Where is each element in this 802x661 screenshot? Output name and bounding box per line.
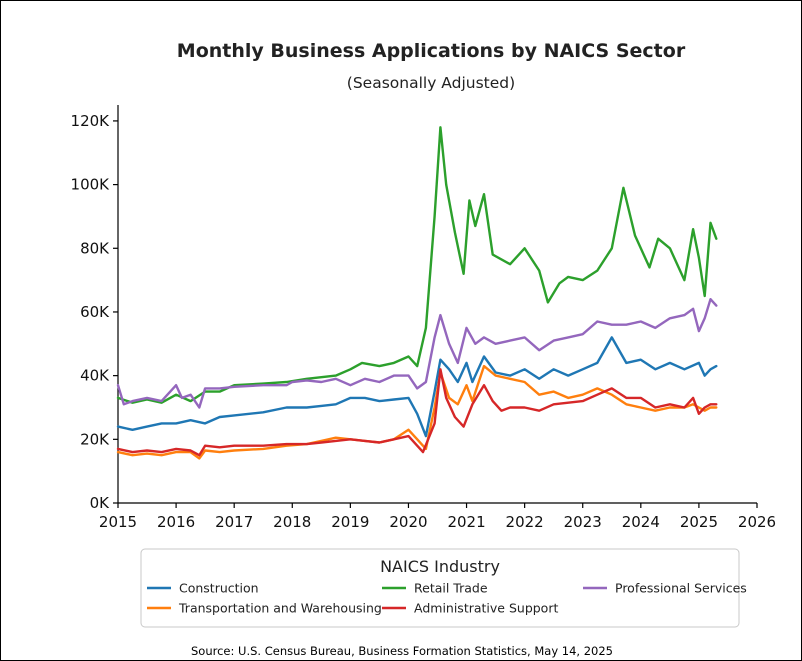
chart-title: Monthly Business Applications by NAICS S… (177, 40, 686, 62)
legend-title: NAICS Industry (380, 557, 500, 576)
x-tick-label: 2022 (506, 513, 544, 531)
series-line-professional-services (116, 298, 718, 409)
x-tick-label: 2017 (215, 513, 253, 531)
x-tick-label: 2019 (331, 513, 369, 531)
series-line-construction (116, 336, 718, 438)
series-line-retail-trade (116, 126, 718, 404)
legend-label-construction: Construction (179, 581, 259, 596)
legend-items: Construction Retail Trade Professional Ser… (147, 581, 747, 616)
series-line-administrative-support (116, 368, 718, 457)
y-tick-label: 20K (80, 430, 110, 448)
legend-label-professional-services: Professional Services (615, 581, 747, 596)
x-tick-label: 2015 (99, 513, 137, 531)
x-tick-label: 2021 (447, 513, 485, 531)
x-tick-label: 2025 (680, 513, 718, 531)
x-tick-label: 2018 (273, 513, 311, 531)
series-lines (116, 126, 718, 460)
legend: NAICS Industry Construction Retail Trade P… (140, 548, 747, 628)
legend-label-transportation-and-warehousing: Transportation and Warehousing (178, 601, 382, 616)
x-tick-label: 2016 (157, 513, 195, 531)
y-tick-label: 0K (90, 494, 111, 512)
x-tick-label: 2026 (738, 513, 776, 531)
y-tick-label: 100K (71, 176, 111, 194)
x-tick-label: 2024 (622, 513, 660, 531)
x-tick-label: 2023 (564, 513, 602, 531)
legend-label-retail-trade: Retail Trade (414, 581, 488, 596)
x-tick-label: 2020 (389, 513, 427, 531)
y-tick-label: 120K (71, 112, 111, 130)
legend-box (140, 548, 740, 628)
chart-subtitle: (Seasonally Adjusted) (347, 74, 515, 92)
legend-label-administrative-support: Administrative Support (414, 601, 558, 616)
plot-axes: 0K 20K 40K 60K 80K 100K 120K 2015 2016 2017 2018 20… (71, 105, 776, 531)
source-note: Source: U.S. Census Bureau, Business For… (191, 644, 613, 658)
y-tick-label: 80K (80, 239, 110, 257)
y-tick-label: 40K (80, 367, 110, 385)
y-tick-label: 60K (80, 303, 110, 321)
